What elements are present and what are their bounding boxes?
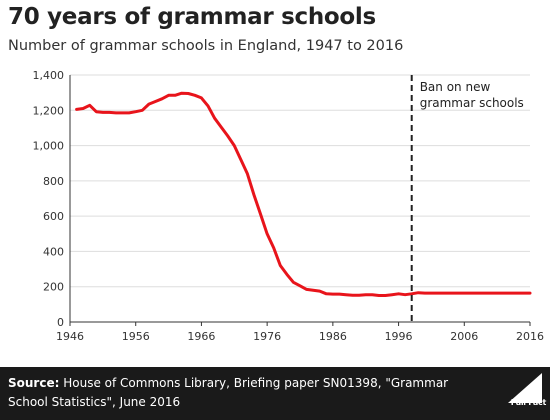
source-note: Source: House of Commons Library, Briefi… <box>8 374 488 412</box>
chart-subtitle: Number of grammar schools in England, 19… <box>8 38 404 54</box>
line-chart: 1946 1956 1966 1976 1986 1996 2006 2016 0 200 400… <box>33 69 545 343</box>
logo-text: Full Fact <box>510 398 547 407</box>
annotations: Ban on new grammar schools <box>410 75 524 322</box>
y-tick-label: 400 <box>43 245 64 258</box>
series-layer <box>75 91 532 297</box>
chart-title: 70 years of grammar schools <box>8 4 376 30</box>
y-tick-label: 1,000 <box>33 140 65 153</box>
x-tick-label: 1946 <box>56 330 84 343</box>
series-line-grammar-schools <box>75 91 532 297</box>
source-label: Source: <box>8 376 60 390</box>
x-tick-label: 1976 <box>253 330 281 343</box>
x-tick-label: 1966 <box>187 330 215 343</box>
x-tick-label: 1996 <box>385 330 413 343</box>
x-tick-label: 1986 <box>319 330 347 343</box>
annotation-label: grammar schools <box>420 96 524 110</box>
x-tick-label: 1956 <box>122 330 150 343</box>
y-axis: 0 200 400 600 800 1,000 1,200 1,400 <box>33 69 71 329</box>
source-text: House of Commons Library, Briefing paper… <box>8 376 449 409</box>
x-tick-label: 2016 <box>516 330 544 343</box>
x-axis: 1946 1956 1966 1976 1986 1996 2006 2016 <box>56 321 544 343</box>
y-tick-label: 200 <box>43 281 64 294</box>
footer-bar: Source: House of Commons Library, Briefi… <box>0 367 550 420</box>
annotation-label: Ban on new <box>420 80 491 94</box>
y-tick-label: 1,200 <box>33 104 65 117</box>
y-tick-label: 800 <box>43 175 64 188</box>
y-tick-label: 1,400 <box>33 69 65 82</box>
x-tick-label: 2006 <box>450 330 478 343</box>
full-fact-logo-icon <box>508 373 542 403</box>
y-tick-label: 600 <box>43 210 64 223</box>
y-tick-label: 0 <box>57 316 64 329</box>
